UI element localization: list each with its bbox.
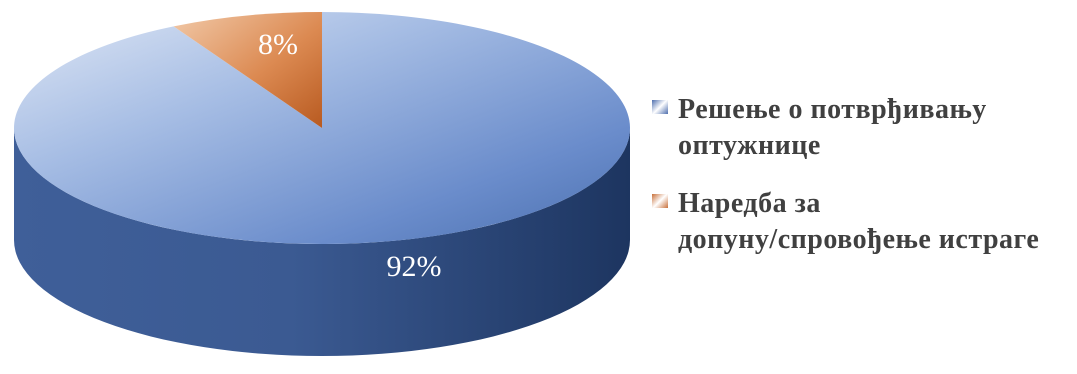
legend-item-order: Наредба за допуну/спровођење истраге [652,186,1072,258]
legend: Решење о потврђивању оптужнице Наредба з… [652,92,1072,280]
data-label: 8% [258,28,298,61]
pie-canvas: 92% 8% [13,12,631,356]
legend-label-line1: Решење о потврђивању [678,94,987,125]
data-label: 92% [387,250,442,283]
pie-slice-confirmation [13,12,631,245]
pie-slice-order [173,12,322,128]
legend-swatch-blue [652,100,668,114]
legend-label-line2: оптужнице [678,130,821,161]
legend-swatch-orange [652,194,668,208]
legend-label: Решење о потврђивању оптужнице [678,92,1072,164]
legend-item-confirmation: Решење о потврђивању оптужнице [652,92,1072,164]
legend-label-line1: Наредба за [678,188,821,219]
pie-side-wall [14,128,630,356]
legend-label: Наредба за допуну/спровођење истраге [678,186,1072,258]
legend-label-line2: допуну/спровођење истраге [678,224,1040,255]
